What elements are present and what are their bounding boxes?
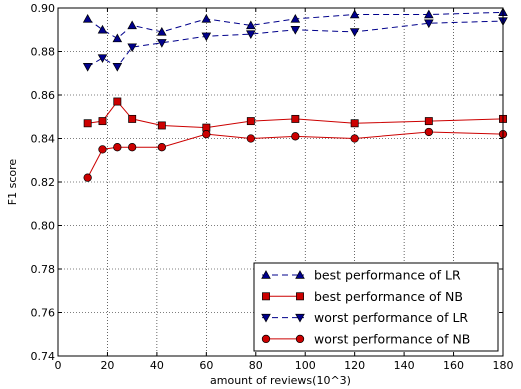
data-point	[424, 9, 434, 19]
y-tick-label: 0.88	[31, 46, 56, 59]
x-tick-label: 0	[55, 359, 62, 372]
data-point	[98, 145, 107, 154]
data-point	[113, 97, 122, 106]
data-point	[112, 33, 123, 43]
data-point	[290, 26, 301, 35]
x-tick-label: 100	[295, 359, 316, 372]
legend-entry: worst performance of NB	[261, 331, 470, 346]
legend-marker	[261, 270, 271, 279]
data-point	[424, 19, 434, 29]
legend-marker	[262, 292, 270, 301]
data-point	[128, 114, 137, 123]
x-axis-label: amount of reviews(10^3)	[210, 374, 351, 387]
legend-label: worst performance of NB	[314, 331, 470, 346]
data-point	[112, 63, 123, 72]
data-point	[290, 13, 301, 23]
legend-label: best performance of NB	[314, 289, 463, 304]
data-point	[128, 143, 137, 152]
data-point	[201, 32, 212, 42]
data-point	[127, 43, 137, 53]
x-tick-label: 20	[100, 359, 114, 372]
data-point	[82, 63, 93, 72]
x-tick-label: 40	[150, 359, 164, 372]
legend-entry: worst performance of LR	[261, 310, 468, 325]
data-point	[349, 28, 360, 37]
x-tick-label: 60	[199, 359, 213, 372]
x-tick-label: 160	[443, 359, 464, 372]
legend: best performance of LR best performance o…	[253, 262, 499, 352]
data-point	[246, 134, 255, 143]
data-point	[97, 24, 108, 34]
data-point	[157, 27, 167, 36]
data-point	[83, 173, 92, 182]
data-point	[202, 129, 211, 139]
x-tick-label: 140	[394, 359, 415, 372]
data-point	[291, 114, 300, 123]
data-point	[157, 39, 167, 48]
series-line	[87, 100, 504, 129]
y-tick-label: 0.82	[31, 176, 56, 189]
y-tick-label: 0.90	[31, 2, 56, 15]
data-point	[350, 119, 359, 128]
x-tick-label: 120	[344, 359, 365, 372]
legend-entry: best performance of LR	[261, 268, 461, 283]
y-tick-label: 0.84	[31, 133, 56, 146]
data-point	[98, 117, 107, 126]
y-tick-label: 0.80	[31, 220, 56, 233]
series-3	[82, 17, 508, 72]
y-axis-label: F1 score	[6, 159, 19, 206]
data-point	[291, 132, 300, 141]
data-point	[201, 13, 212, 23]
legend-marker	[295, 270, 305, 279]
data-point	[157, 143, 166, 152]
series-layer	[82, 7, 508, 182]
data-point	[349, 9, 360, 19]
data-point	[424, 117, 433, 126]
data-point	[97, 54, 108, 63]
series-1	[82, 7, 508, 43]
legend-box	[253, 262, 499, 352]
series-2	[83, 97, 507, 132]
y-tick-label: 0.76	[31, 307, 56, 320]
legend-marker	[261, 334, 271, 344]
legend-label: best performance of LR	[314, 268, 461, 283]
data-point	[127, 20, 137, 30]
x-tick-label: 80	[249, 359, 263, 372]
series-4	[83, 127, 508, 182]
legend-marker	[295, 334, 305, 344]
y-tick-label: 0.74	[31, 350, 56, 363]
data-point	[350, 134, 359, 143]
axis-ticks: 0 20 40 60 80 100 120 140 160 180 0.74 0.76 0.78 0.80…	[31, 2, 514, 372]
data-point	[113, 143, 122, 152]
x-tick-label: 180	[493, 359, 514, 372]
y-tick-label: 0.78	[31, 263, 56, 276]
y-tick-label: 0.86	[31, 89, 56, 102]
legend-label: worst performance of LR	[314, 310, 468, 325]
data-point	[246, 20, 256, 30]
data-point	[82, 13, 93, 23]
data-point	[157, 121, 166, 130]
legend-marker	[295, 313, 305, 323]
data-point	[83, 119, 92, 128]
legend-entry: best performance of NB	[262, 289, 463, 304]
data-point	[246, 30, 256, 40]
legend-marker	[296, 292, 304, 301]
legend-marker	[261, 313, 271, 323]
data-point	[424, 127, 433, 137]
data-point	[246, 117, 255, 126]
